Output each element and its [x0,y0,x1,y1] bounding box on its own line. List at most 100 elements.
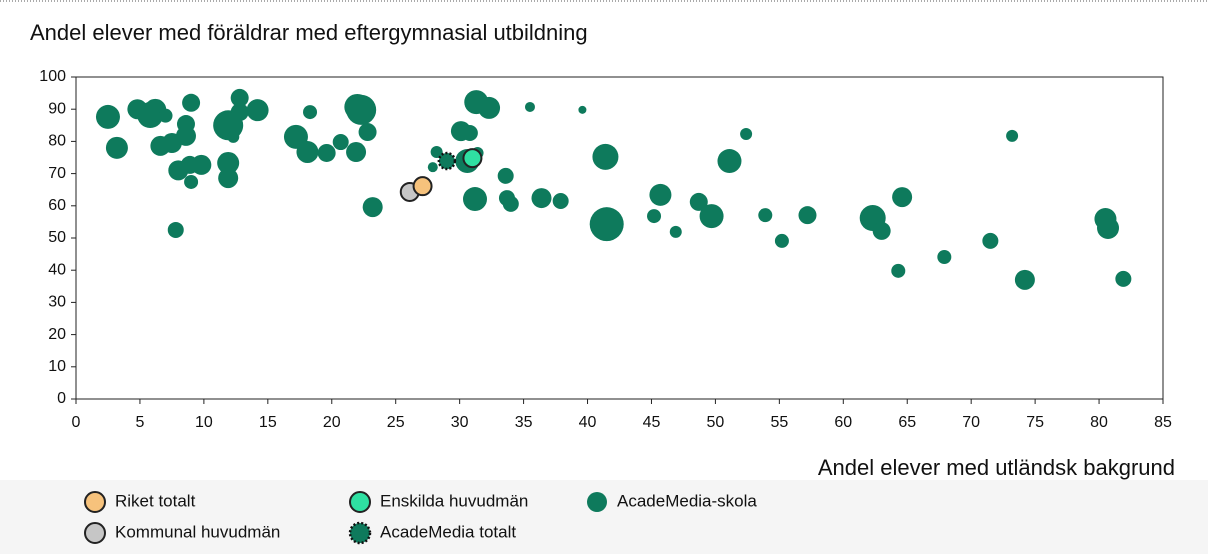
bubble [191,154,212,175]
bubble [346,142,367,163]
x-tick-label: 5 [135,414,144,431]
bubble [717,149,742,174]
x-tick-label: 30 [451,414,469,431]
bubble [437,151,457,171]
x-tick-label: 80 [1090,414,1108,431]
x-tick-label: 85 [1154,414,1172,431]
y-tick-label: 20 [48,326,66,343]
y-tick-label: 0 [57,390,66,407]
x-tick-label: 10 [195,414,213,431]
bubble [689,192,708,211]
x-tick-label: 20 [323,414,341,431]
x-tick-label: 55 [770,414,788,431]
bubble [502,195,519,212]
bubble [218,168,239,189]
x-tick-label: 75 [1026,414,1044,431]
bubble [461,125,478,142]
x-axis-label: Andel elever med utländsk bakgrund [818,455,1175,480]
y-tick-label: 60 [48,197,66,214]
bubble [891,263,906,278]
y-tick-label: 50 [48,229,66,246]
legend-swatch [84,522,106,544]
bubble [346,94,377,125]
bubble [892,187,913,208]
bubble [1006,129,1019,142]
y-tick-label: 90 [48,100,66,117]
bubble [982,232,999,249]
bubble [1097,217,1120,240]
bubble [740,127,753,140]
bubble [230,88,249,107]
bubble [217,151,240,174]
bubble [699,204,724,229]
legend-label: AcadeMedia-skola [617,491,757,510]
bubble [230,103,249,122]
bubble [182,93,201,112]
bubble [158,108,173,123]
bubble [358,123,377,142]
legend-label: Enskilda huvudmän [380,491,528,510]
bubble [95,104,120,129]
bubble [332,134,349,151]
bubble [478,96,501,119]
bubble [462,148,483,169]
bubble [798,206,817,225]
bubble [246,99,269,122]
legend-label: Riket totalt [115,491,196,510]
x-tick-label: 65 [898,414,916,431]
bubble [462,187,487,212]
legend-background [0,480,1208,554]
bubble [303,105,318,120]
y-tick-label: 80 [48,133,66,150]
bubble [1014,269,1035,290]
x-tick-label: 25 [387,414,405,431]
bubble [105,136,128,159]
x-tick-label: 0 [72,414,81,431]
legend-swatch [84,491,106,513]
bubble [578,105,587,114]
bubble [524,101,535,112]
bubble [430,146,443,159]
bubble [227,130,240,143]
x-tick-label: 45 [643,414,661,431]
chart-title: Andel elever med föräldrar med eftergymn… [30,20,588,45]
bubble [317,143,336,162]
x-tick-label: 40 [579,414,597,431]
bubble [362,197,383,218]
legend-swatch [587,492,607,512]
bubble [167,221,184,238]
x-tick-label: 70 [962,414,980,431]
bubble [592,143,619,170]
x-tick-label: 35 [515,414,533,431]
legend-swatch [348,521,372,545]
legend-swatch [349,491,371,513]
x-tick-label: 60 [834,414,852,431]
y-tick-label: 40 [48,261,66,278]
x-tick-label: 50 [707,414,725,431]
bubble [669,225,682,238]
bubble [647,209,662,224]
bubble [427,162,438,173]
bubble [1115,270,1132,287]
y-tick-label: 70 [48,165,66,182]
bubble [552,192,569,209]
legend-label: AcadeMedia totalt [380,522,516,541]
bubble [531,188,552,209]
bubble [184,174,199,189]
x-tick-label: 15 [259,414,277,431]
bubble [296,141,319,164]
bubble [872,221,891,240]
y-tick-label: 30 [48,294,66,311]
bubble [937,249,952,264]
legend-label: Kommunal huvudmän [115,522,280,541]
bubble [774,233,789,248]
y-tick-label: 100 [39,68,66,85]
bubble [649,183,672,206]
bubble [412,176,433,197]
bubble [175,125,196,146]
bubble [758,208,773,223]
y-tick-label: 10 [48,358,66,375]
bubble [589,207,624,242]
bubble [497,167,514,184]
